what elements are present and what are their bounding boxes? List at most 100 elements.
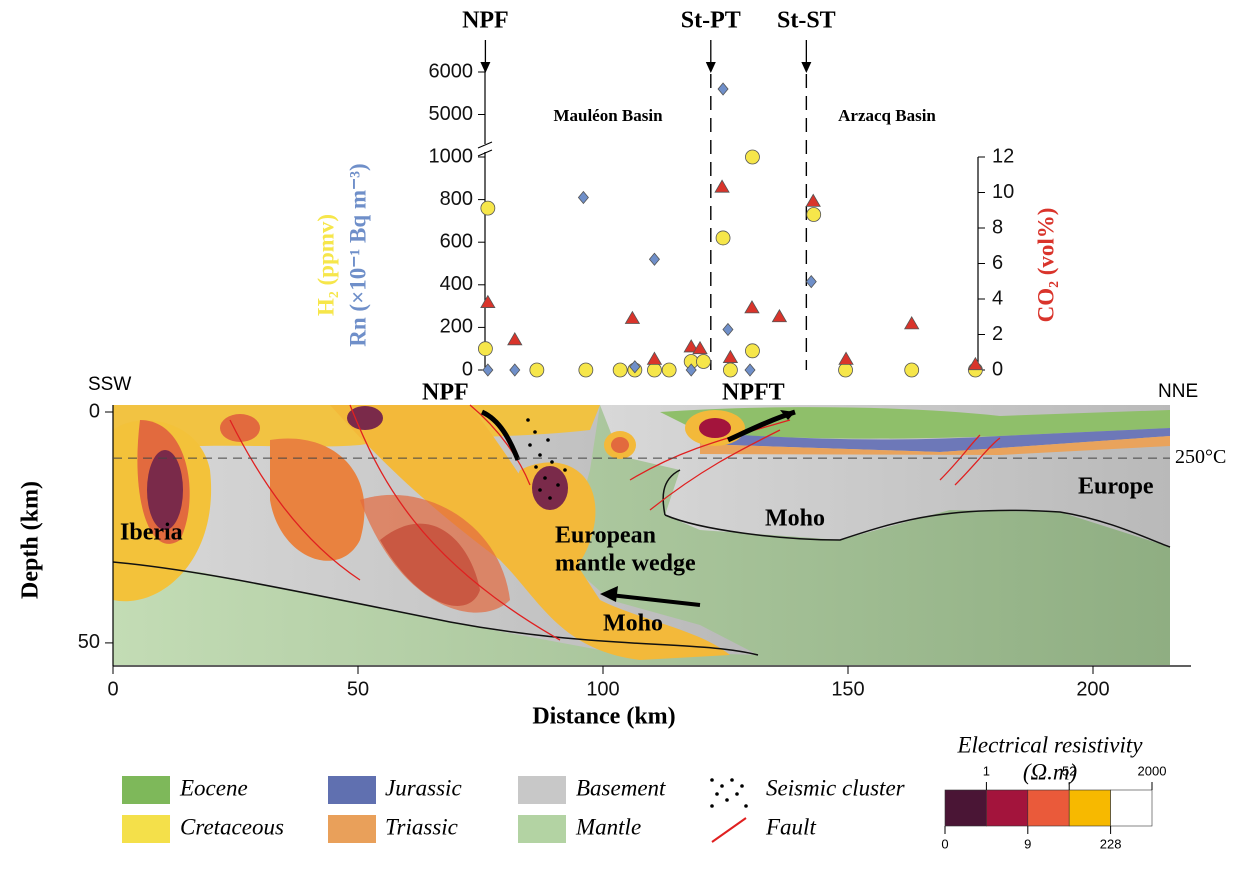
h2-point: [613, 363, 627, 377]
y-tick-label: 0: [89, 400, 100, 422]
annotation: SSW: [88, 374, 131, 395]
annotation: NPF: [422, 380, 469, 406]
h2-point: [662, 363, 676, 377]
fault-label: NPF: [462, 8, 509, 34]
y-tick-label: 400: [440, 273, 473, 295]
y2-tick-label: 4: [992, 287, 1003, 309]
colorbar-swatch: [986, 790, 1027, 826]
co2-point: [625, 312, 639, 324]
legend-label: Jurassic: [385, 775, 462, 800]
fault-arrowhead: [706, 62, 716, 73]
co2-point: [772, 310, 786, 322]
legend-label: Mantle: [575, 814, 641, 839]
annotation: Moho: [765, 506, 825, 532]
h2-point: [579, 363, 593, 377]
y-axis-label: Depth (km): [18, 481, 44, 599]
colorbar-title: Electrical resistivity: [956, 732, 1143, 757]
legend-label: Basement: [576, 775, 666, 800]
annotation: NPFT: [722, 380, 785, 406]
colorbar-tick-label: 9: [1024, 836, 1031, 851]
figure: SSW NNE NPF NPFT Iberia European mantle …: [0, 0, 1239, 877]
fault-label: St-ST: [777, 8, 836, 34]
annotation: Europe: [1078, 474, 1154, 500]
h2-point: [530, 363, 544, 377]
colorbar-swatch: [1111, 790, 1152, 826]
rn-point: [510, 364, 520, 376]
h2-point: [481, 201, 495, 215]
h2-point: [647, 363, 661, 377]
colorbar-swatch: [945, 790, 986, 826]
h2-point: [745, 344, 759, 358]
y-tick-label: 50: [78, 631, 100, 653]
rn-point: [483, 364, 493, 376]
h2-point: [723, 363, 737, 377]
co2-point: [745, 301, 759, 313]
h2-point: [839, 363, 853, 377]
y-tick-label: 800: [440, 188, 473, 210]
colorbar-tick-label: 0: [941, 836, 948, 851]
h2-point: [807, 208, 821, 222]
h2-point: [905, 363, 919, 377]
y-tick-label: 1000: [429, 145, 474, 167]
annotation: Moho: [603, 611, 663, 637]
legend-label: Seismic cluster: [766, 775, 906, 800]
colorbar-swatch: [1028, 790, 1069, 826]
y-axis-label: H₂ (ppmv): [313, 214, 338, 316]
co2-point: [806, 194, 820, 206]
basin-label: Mauléon Basin: [553, 106, 663, 125]
y-tick-label: 200: [440, 316, 473, 338]
y2-tick-label: 2: [992, 323, 1003, 345]
co2-point: [839, 352, 853, 364]
annotation: NNE: [1158, 381, 1198, 402]
y2-tick-label: 6: [992, 252, 1003, 274]
legend-label: Fault: [765, 814, 816, 839]
legend-label: Eocene: [179, 775, 248, 800]
colorbar-swatch: [1069, 790, 1110, 826]
y2-tick-label: 10: [992, 181, 1014, 203]
colorbar-tick-label: 2000: [1138, 763, 1167, 778]
x-tick-label: 100: [586, 678, 619, 700]
y2-tick-label: 12: [992, 145, 1014, 167]
h2-point: [716, 231, 730, 245]
rn-point: [745, 364, 755, 376]
rn-point: [723, 324, 733, 336]
legend-label: Triassic: [385, 814, 458, 839]
y-tick-label: 600: [440, 230, 473, 252]
rn-point: [806, 276, 816, 288]
co2-point: [647, 352, 661, 364]
basin-label: Arzacq Basin: [838, 106, 936, 125]
y2-tick-label: 0: [992, 358, 1003, 380]
co2-point: [508, 333, 522, 345]
fault-label: St-PT: [681, 8, 741, 34]
legend-label: Cretaceous: [180, 814, 284, 839]
co2-point: [968, 358, 982, 370]
h2-point: [478, 342, 492, 356]
rn-point: [649, 253, 659, 265]
x-tick-label: 0: [107, 678, 118, 700]
annotation: European: [555, 523, 656, 549]
x-tick-label: 200: [1076, 678, 1109, 700]
fault-arrowhead: [480, 62, 490, 73]
y2-tick-label: 8: [992, 216, 1003, 238]
isotherm-label: 250°C: [1175, 446, 1226, 468]
y2-axis-label: CO₂ (vol%): [1033, 208, 1058, 323]
co2-point: [723, 351, 737, 363]
colorbar-tick-label: 1: [983, 763, 990, 778]
fault-arrowhead: [801, 62, 811, 73]
x-tick-label: 50: [347, 678, 369, 700]
co2-point: [481, 296, 495, 308]
annotation: Iberia: [120, 520, 183, 546]
annotation: mantle wedge: [555, 551, 696, 577]
x-axis-label: Distance (km): [532, 704, 675, 730]
rn-point: [718, 83, 728, 95]
h2-point: [745, 150, 759, 164]
colorbar-tick-label: 228: [1100, 836, 1122, 851]
h2-point: [696, 354, 710, 368]
rn-point: [578, 191, 588, 203]
y-axis-label: Rn (×10⁻¹ Bq m⁻³): [345, 163, 370, 346]
co2-point: [715, 180, 729, 192]
colorbar-tick-label: 52: [1062, 763, 1076, 778]
y-tick-label: 5000: [429, 103, 474, 125]
co2-point: [905, 317, 919, 329]
y-tick-label: 6000: [429, 60, 474, 82]
